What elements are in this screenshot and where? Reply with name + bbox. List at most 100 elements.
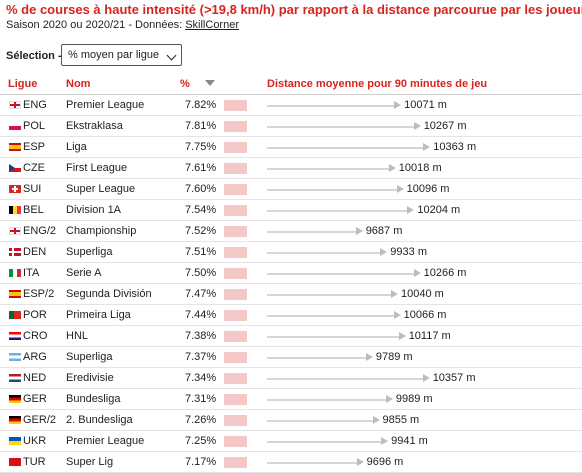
distance-arrow-icon	[398, 332, 406, 340]
flag-spain-icon	[9, 143, 21, 151]
flag-portugal-icon	[9, 311, 21, 319]
table-row[interactable]: ENG Premier League 7.82% 10071 m	[0, 95, 582, 116]
distance-arrow-icon	[385, 395, 393, 403]
flag-spain-icon	[9, 290, 21, 298]
column-header-distance[interactable]: Distance moyenne pour 90 minutes de jeu	[267, 78, 488, 90]
distance-line	[267, 315, 394, 317]
pct-bar	[224, 163, 247, 174]
table-row[interactable]: TUR Super Lig 7.17% 9696 m	[0, 452, 582, 473]
league-code: DEN	[23, 246, 47, 258]
league-code: ENG/2	[23, 225, 57, 237]
table-row[interactable]: SUI Super League 7.60% 10096 m	[0, 179, 582, 200]
table-row[interactable]: BEL Division 1A 7.54% 10204 m	[0, 200, 582, 221]
league-name: Bundesliga	[66, 393, 121, 405]
pct-value: 7.31%	[185, 393, 217, 405]
sort-desc-icon[interactable]	[205, 80, 215, 86]
league-name: Superliga	[66, 351, 113, 363]
distance-value: 10357 m	[432, 372, 476, 384]
pct-value: 7.61%	[185, 162, 217, 174]
table-row[interactable]: ARG Superliga 7.37% 9789 m	[0, 347, 582, 368]
distance-arrow-icon	[391, 290, 398, 298]
flag-croatia-icon	[9, 332, 21, 340]
distance-value: 10267 m	[423, 120, 467, 132]
pct-bar	[224, 226, 247, 237]
column-header-name[interactable]: Nom	[66, 78, 91, 90]
table-row[interactable]: GER/2 2. Bundesliga 7.26% 9855 m	[0, 410, 582, 431]
subtitle-text: Saison 2020 ou 2020/21 - Données:	[6, 19, 186, 31]
league-name: Primeira Liga	[66, 309, 131, 321]
page-subtitle: Saison 2020 ou 2020/21 - Données: SkillC…	[6, 19, 239, 31]
distance-value: 9855 m	[382, 414, 420, 426]
distance-arrow-icon	[388, 164, 396, 172]
table-row[interactable]: GER Bundesliga 7.31% 9989 m	[0, 389, 582, 410]
column-header-league[interactable]: Ligue	[8, 78, 38, 90]
league-code: SUI	[23, 183, 42, 195]
pct-bar	[224, 142, 247, 153]
distance-line	[267, 294, 391, 296]
league-name: Premier League	[66, 99, 145, 111]
flag-turkey-icon	[9, 458, 21, 466]
league-name: HNL	[66, 330, 89, 342]
distance-arrow-icon	[413, 122, 421, 130]
distance-arrow-icon	[381, 437, 389, 445]
distance-line	[267, 126, 414, 128]
pct-value: 7.47%	[185, 288, 217, 300]
table-row[interactable]: ITA Serie A 7.50% 10266 m	[0, 263, 582, 284]
league-name: Championship	[66, 225, 137, 237]
pct-bar	[224, 457, 247, 468]
table-row[interactable]: POL Ekstraklasa 7.81% 10267 m	[0, 116, 582, 137]
pct-value: 7.37%	[185, 351, 217, 363]
table-row[interactable]: POR Primeira Liga 7.44% 10066 m	[0, 305, 582, 326]
flag-germany-icon	[9, 416, 21, 424]
distance-arrow-icon	[380, 248, 388, 256]
distance-line	[267, 273, 414, 275]
league-code: POR	[23, 309, 47, 321]
league-code: UKR	[23, 435, 47, 447]
distance-line	[267, 252, 381, 254]
table-row[interactable]: CRO HNL 7.38% 10117 m	[0, 326, 582, 347]
pct-value: 7.81%	[185, 120, 217, 132]
flag-poland-icon	[9, 122, 21, 130]
pct-value: 7.75%	[185, 141, 217, 153]
distance-value: 10018 m	[398, 162, 442, 174]
pct-value: 7.26%	[185, 414, 217, 426]
column-header-pct[interactable]: %	[180, 78, 190, 90]
distance-value: 9696 m	[366, 456, 404, 468]
league-code: GER/2	[23, 414, 57, 426]
pct-bar	[224, 331, 247, 342]
table-row[interactable]: UKR Premier League 7.25% 9941 m	[0, 431, 582, 452]
distance-value: 9933 m	[390, 246, 427, 258]
distance-value: 10363 m	[433, 141, 477, 153]
league-name: Superliga	[66, 246, 113, 258]
distance-line	[267, 147, 424, 149]
league-code: BEL	[23, 204, 44, 216]
chevron-down-icon	[166, 50, 177, 61]
distance-arrow-icon	[407, 206, 415, 214]
table-row[interactable]: ESP/2 Segunda División 7.47% 10040 m	[0, 284, 582, 305]
table-row[interactable]: NED Eredivisie 7.34% 10357 m	[0, 368, 582, 389]
distance-value: 10066 m	[403, 309, 447, 321]
flag-czechia-icon	[9, 164, 21, 172]
distance-arrow-icon	[355, 227, 363, 235]
distance-value: 9789 m	[375, 351, 413, 363]
table-row[interactable]: DEN Superliga 7.51% 9933 m	[0, 242, 582, 263]
selection-dropdown[interactable]: % moyen par ligue	[61, 44, 182, 66]
table-row[interactable]: CZE First League 7.61% 10018 m	[0, 158, 582, 179]
pct-bar	[224, 289, 247, 300]
pct-value: 7.54%	[185, 204, 217, 216]
source-link[interactable]: SkillCorner	[185, 19, 239, 31]
distance-arrow-icon	[356, 458, 364, 466]
league-table: ENG Premier League 7.82% 10071 m POL Ekstrakl…	[0, 95, 582, 473]
distance-value: 9941 m	[391, 435, 428, 447]
pct-value: 7.82%	[185, 99, 217, 111]
distance-value: 10117 m	[408, 330, 451, 342]
pct-value: 7.38%	[185, 330, 217, 342]
pct-bar	[224, 310, 247, 321]
pct-bar	[224, 184, 247, 195]
table-row[interactable]: ESP Liga 7.75% 10363 m	[0, 137, 582, 158]
league-name: Eredivisie	[66, 372, 114, 384]
league-code: ITA	[23, 267, 40, 279]
distance-arrow-icon	[413, 269, 421, 277]
table-row[interactable]: ENG/2 Championship 7.52% 9687 m	[0, 221, 582, 242]
league-name: Liga	[66, 141, 87, 153]
